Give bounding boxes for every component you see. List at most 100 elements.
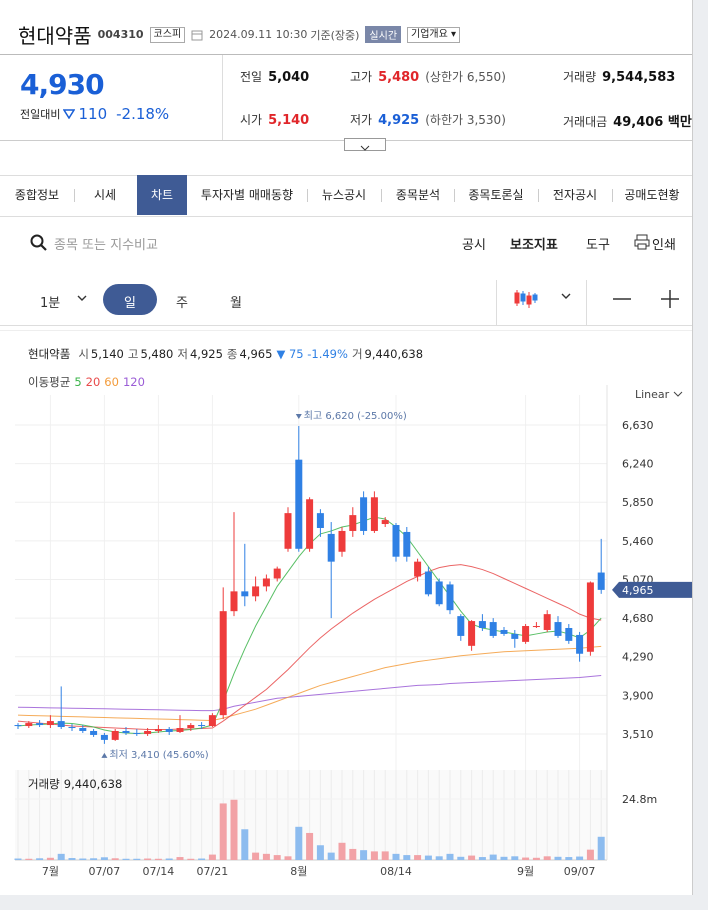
tab[interactable]: 공매도현황 <box>624 188 680 202</box>
quote-field: 거래대금 49,406 백만 <box>563 111 692 130</box>
current-price-badge <box>612 581 692 598</box>
candle-body <box>208 715 216 727</box>
moving-average <box>17 645 602 721</box>
field-label: 저가 <box>350 113 373 127</box>
x-tick-label: 09/07 <box>564 865 596 878</box>
tab[interactable]: 종합정보 <box>14 188 60 202</box>
candle-body <box>338 530 346 552</box>
search-icon <box>30 234 47 251</box>
candle-body <box>489 622 497 636</box>
company-info[interactable]: 기업개요 ▾ <box>407 26 461 43</box>
quote-field: 고가 5,480 (상한가 6,550) <box>350 68 506 85</box>
volume-title: 거래량 <box>28 777 60 791</box>
field-label: 거래대금 <box>563 115 608 129</box>
candle-body <box>100 734 108 740</box>
volume-bar <box>306 832 314 860</box>
volume-bar <box>230 799 238 860</box>
candle-body <box>424 571 432 595</box>
volume-bar <box>100 857 108 860</box>
info-value: 4,925 <box>189 347 223 361</box>
y-tick-label: 4,680 <box>622 612 654 625</box>
tool[interactable]: 인쇄 <box>652 238 676 253</box>
volume-bar <box>511 856 519 860</box>
divider <box>0 54 692 55</box>
tab[interactable]: 전자공시 <box>552 188 598 202</box>
chevron <box>673 391 683 397</box>
period-active[interactable] <box>103 284 157 315</box>
candle-body <box>500 629 508 634</box>
candle-body <box>36 723 44 726</box>
volume-bar <box>403 855 411 860</box>
volume-bar <box>565 857 573 860</box>
zoom-in[interactable] <box>660 289 680 309</box>
volume-bar <box>295 826 303 860</box>
volume-bar <box>122 858 130 860</box>
x-tick-label: 9월 <box>517 865 534 878</box>
period[interactable]: 1분 <box>40 296 61 311</box>
candle-body <box>360 497 368 531</box>
min-marker <box>101 752 108 758</box>
chart-type-button[interactable] <box>512 288 582 310</box>
tool[interactable]: 도구 <box>586 238 610 253</box>
info-label: 종 <box>226 347 238 361</box>
field-label: 전일 <box>240 70 263 84</box>
period[interactable]: 주 <box>176 296 188 311</box>
volume-bar <box>68 858 76 860</box>
candle-body <box>144 730 152 734</box>
candle-body <box>457 616 465 636</box>
tab[interactable]: 뉴스공시 <box>321 188 367 202</box>
scale-label: Linear <box>635 388 670 401</box>
tab-separator <box>307 189 308 202</box>
tab[interactable]: 종목토론실 <box>468 188 524 202</box>
tool[interactable]: 보조지표 <box>510 238 558 253</box>
volume-bar <box>468 855 476 860</box>
tab[interactable]: 차트 <box>137 175 187 215</box>
tab[interactable]: 투자자별 매매동향 <box>200 188 294 202</box>
volume-bar <box>597 836 605 860</box>
volume-tick-label: 24.8m <box>622 793 657 806</box>
candle-body <box>57 721 65 728</box>
search-input[interactable]: 종목 또는 지수비교 <box>54 238 158 253</box>
max-label: 최고 6,620 (-25.00%) <box>304 410 407 422</box>
ma-name: 20 <box>85 375 101 389</box>
volume-bar <box>522 857 530 860</box>
volume-bar <box>36 858 44 860</box>
scale-select[interactable]: Linear <box>635 388 683 401</box>
volume-bar <box>187 858 195 860</box>
volume-bar <box>381 851 389 860</box>
volume-bar <box>133 858 141 860</box>
dropdown[interactable] <box>76 293 88 303</box>
tab[interactable]: 시세 <box>93 188 117 202</box>
y-tick-label: 6,630 <box>622 419 654 432</box>
tab[interactable]: 종목분석 <box>395 188 441 202</box>
info-value: 4,965 <box>239 347 273 361</box>
volume-bar <box>424 855 432 860</box>
volume-bar <box>14 858 22 860</box>
chart-name: 현대약품 <box>28 347 71 361</box>
period[interactable]: 일 <box>124 296 136 311</box>
field-label: 시가 <box>240 113 263 127</box>
period[interactable]: 월 <box>230 296 242 311</box>
volume-bar <box>370 851 378 860</box>
candle-body <box>14 725 22 727</box>
candle-body <box>543 614 551 630</box>
info-label: 시 <box>78 347 89 361</box>
volume-bar <box>392 853 400 860</box>
volume-bar <box>111 858 119 860</box>
candle-body <box>576 634 584 654</box>
x-tick-label: 8월 <box>290 865 307 878</box>
candle-body <box>478 621 486 629</box>
candle-body <box>435 581 443 605</box>
volume-bar <box>219 803 227 860</box>
expand-button[interactable] <box>344 138 386 151</box>
field-value: 49,406 백만 <box>613 115 692 130</box>
candle-body <box>381 520 389 525</box>
candle-body <box>198 725 206 727</box>
x-tick-label: 08/14 <box>380 865 412 878</box>
candle-body <box>25 723 33 727</box>
volume-bar <box>543 856 551 860</box>
change-label: 전일대비 <box>20 108 61 121</box>
min-label: 최저 3,410 (45.60%) <box>109 749 208 761</box>
zoom-out[interactable] <box>612 290 632 308</box>
tool[interactable]: 공시 <box>462 238 486 253</box>
